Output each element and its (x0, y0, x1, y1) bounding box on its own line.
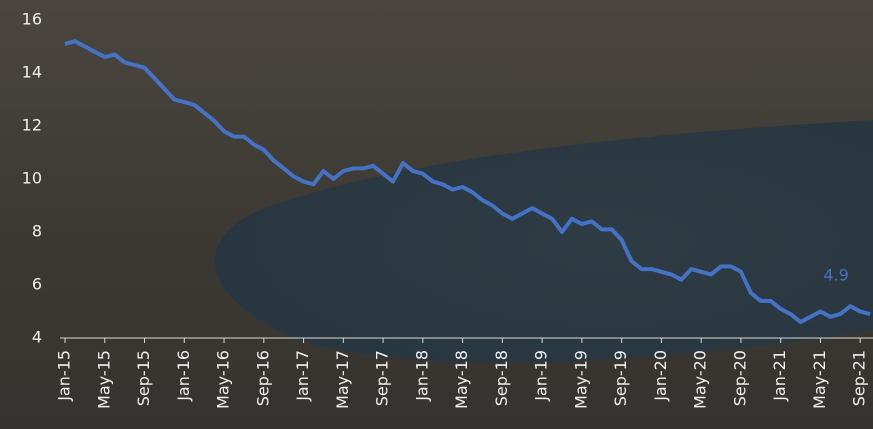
x-tick-label: Sep-21 (850, 350, 869, 406)
x-tick-label: Jan-16 (174, 350, 193, 402)
x-tick-label: May-17 (333, 350, 352, 409)
x-tick-label: Sep-18 (492, 350, 511, 406)
x-tick-label: Jan-20 (651, 350, 670, 402)
x-tick-label: Sep-17 (373, 350, 392, 406)
x-tick-label: Sep-16 (253, 350, 272, 406)
y-tick-label: 16 (22, 10, 42, 29)
y-tick-label: 10 (22, 169, 42, 188)
x-tick-label: Jan-21 (770, 350, 789, 402)
x-tick-label: May-18 (452, 350, 471, 409)
y-tick-label: 4 (32, 328, 42, 347)
x-tick-label: May-15 (94, 350, 113, 409)
y-tick-label: 14 (22, 63, 42, 82)
x-tick-label: Jan-18 (412, 350, 431, 402)
data-label: 4.9 (823, 266, 848, 285)
x-tick-label: Sep-19 (611, 350, 630, 406)
x-tick-label: Jan-19 (532, 350, 551, 402)
x-tick-label: Jan-17 (293, 350, 312, 402)
x-tick-label: Sep-15 (134, 350, 153, 406)
x-tick-label: May-16 (214, 350, 233, 409)
x-tick-label: Jan-15 (55, 350, 74, 402)
y-tick-label: 6 (32, 275, 42, 294)
y-tick-label: 8 (32, 222, 42, 241)
x-tick-label: May-19 (571, 350, 590, 409)
x-tick-label: Sep-20 (730, 350, 749, 406)
chart: 4 6 8 10 12 14 16 Jan-15 May-15 Sep-15 Jan-16 May-1… (0, 0, 873, 429)
x-tick-label: May-21 (810, 350, 829, 409)
y-tick-label: 12 (22, 116, 42, 135)
x-tick-label: May-20 (691, 350, 710, 409)
